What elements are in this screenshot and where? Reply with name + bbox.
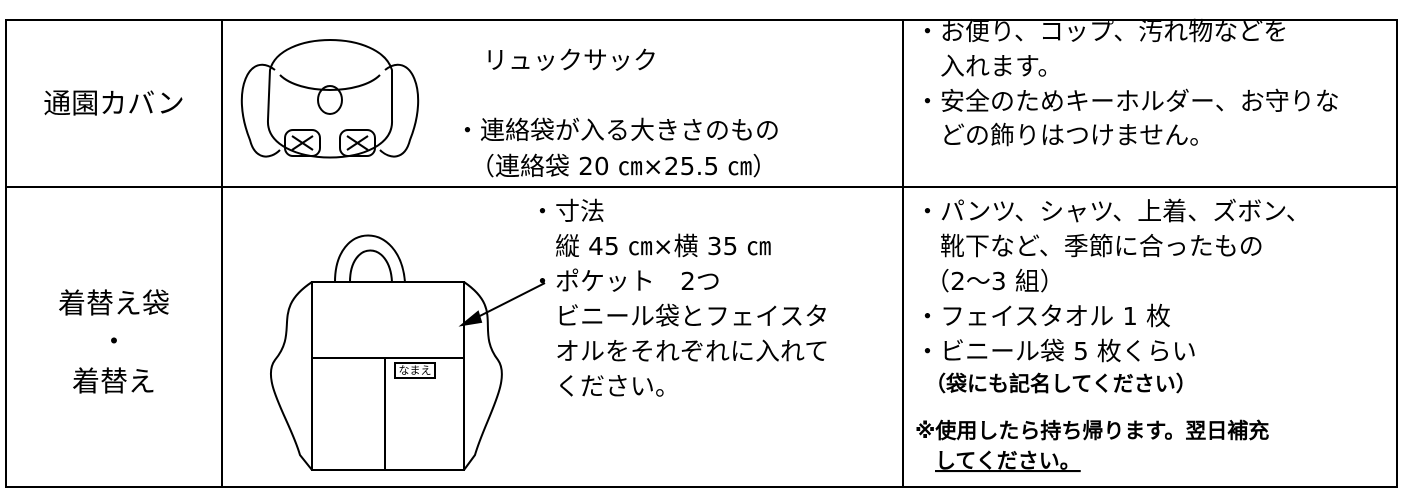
- middle-text: ・寸法: [530, 197, 605, 226]
- table-grid: [5, 19, 1398, 488]
- label-text: 着替え袋: [58, 287, 170, 320]
- bag-name-label: なまえ: [399, 364, 432, 377]
- middle-text: ビニール袋とフェイスタ: [555, 302, 829, 331]
- middle-text: ・連絡袋が入る大きさのもの: [455, 116, 780, 145]
- label-text: 着替え: [72, 365, 156, 398]
- middle-text: リュックサック: [483, 46, 658, 75]
- middle-text: ください。: [555, 372, 680, 401]
- right-text: ・お便り、コップ、汚れ物などを: [915, 17, 1288, 46]
- middle-text: オルをそれぞれに入れて: [555, 337, 829, 366]
- right-text: （袋にも記名してください）: [925, 372, 1197, 396]
- middle-text: 縦 45 ㎝×横 35 ㎝: [555, 232, 771, 261]
- right-text: 入れます。: [940, 52, 1063, 81]
- right-text: どの飾りはつけません。: [940, 121, 1214, 150]
- right-text: ・安全のためキーホルダー、お守りな: [915, 87, 1340, 116]
- right-text: （2〜3 組）: [925, 267, 1065, 296]
- right-text: ・フェイスタオル 1 枚: [915, 302, 1171, 331]
- label-text: ・: [100, 325, 128, 358]
- backpack-illustration: [240, 39, 420, 159]
- middle-text: （連絡袋 20 ㎝×25.5 ㎝）: [470, 152, 777, 181]
- middle-text: ・ポケット 2つ: [530, 267, 721, 296]
- right-text: 靴下など、季節に合ったもの: [940, 232, 1264, 261]
- right-text: ※使用したら持ち帰ります。翌日補充: [915, 419, 1269, 443]
- right-text: ・ビニール袋 5 枚くらい: [915, 337, 1197, 366]
- right-text: ・パンツ、シャツ、上着、ズボン、: [915, 197, 1311, 226]
- texts: 通園カバン リュックサック・連絡袋が入る大きさのもの （連絡袋 20 ㎝×25.5 …: [43, 17, 1339, 473]
- label-text: 通園カバン: [43, 87, 184, 120]
- bag-illustration: [269, 234, 546, 471]
- right-text: してください。: [935, 449, 1081, 473]
